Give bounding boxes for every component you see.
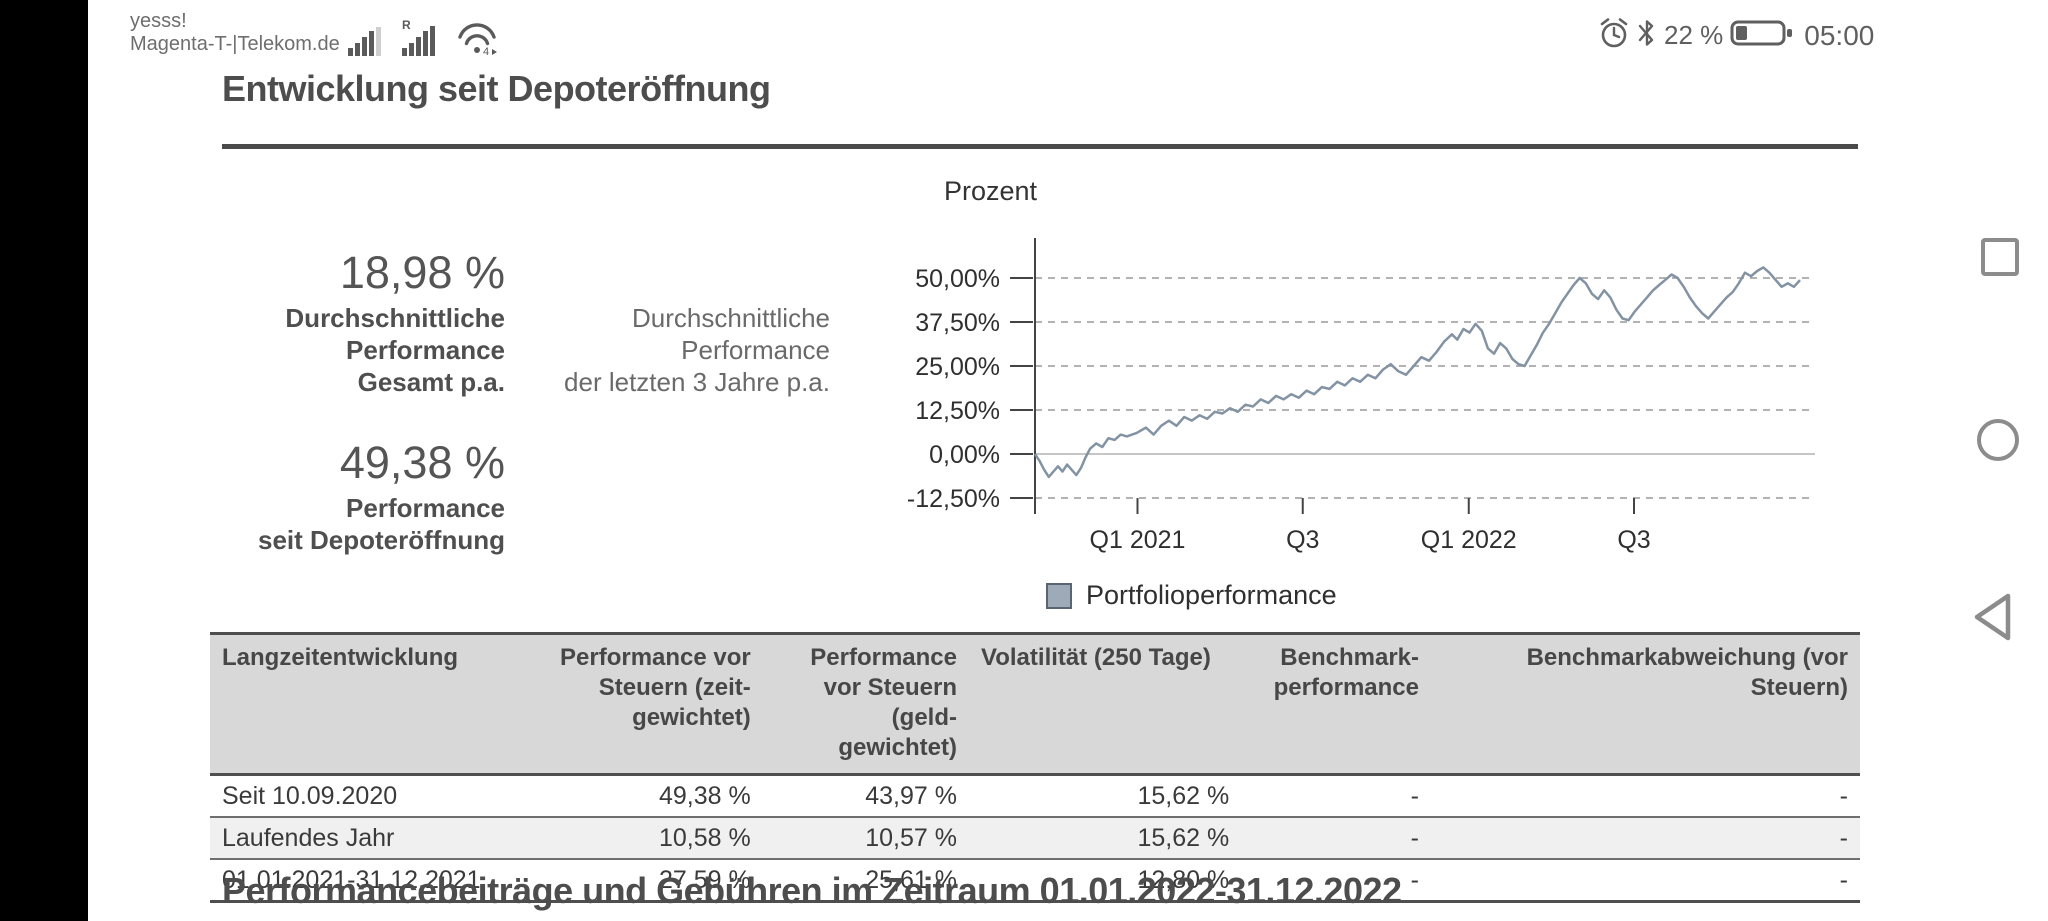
- label-line: seit Depoteröffnung: [258, 525, 505, 555]
- row-value: 12,80 %: [1137, 866, 1230, 894]
- svg-text:4: 4: [483, 46, 489, 58]
- alarm-icon: [1598, 16, 1630, 55]
- row-value: -: [1839, 824, 1848, 852]
- label-line: Performance: [346, 493, 505, 523]
- wifi-icon: 4: [456, 22, 500, 63]
- row-value: 43,97 %: [865, 782, 957, 810]
- recents-button-icon[interactable]: [1981, 238, 2019, 276]
- row-value: 15,62 %: [1137, 782, 1230, 810]
- total-performance-label: Performance seit Depoteröffnung: [152, 492, 505, 556]
- clock-time: 05:00: [1804, 19, 1875, 51]
- table-row: 01.01.2021-31.12.2021 27,59 % 25,61 % 12,80…: [210, 859, 1860, 902]
- x-tick-label: Q1 2022: [1421, 526, 1517, 554]
- col-header: Performance vor Steuern (geld-gewichtet): [762, 633, 969, 775]
- avg-3y-performance-label: Durchschnittliche Performance der letzte…: [500, 302, 830, 398]
- cell-signal-roaming-icon: R: [402, 18, 442, 63]
- col-header: Benchmarkabweichung (vor Steuern): [1431, 633, 1860, 775]
- col-header: Langzeitentwicklung: [210, 633, 540, 775]
- x-tick-label: Q3: [1286, 526, 1319, 554]
- bluetooth-icon: [1637, 17, 1657, 54]
- row-value: 49,38 %: [659, 782, 751, 810]
- label-line: Performance: [681, 335, 830, 365]
- row-value: -: [1839, 782, 1848, 810]
- y-tick-label: -12,50%: [907, 485, 1000, 513]
- row-value: 10,57 %: [865, 824, 957, 852]
- total-performance-value: 49,38 %: [339, 437, 505, 488]
- status-indicators: 22 % 05:00: [1598, 16, 1874, 55]
- battery-icon: [1730, 17, 1794, 54]
- next-section-title: Performancebeiträge und Gebühren im Zeit…: [222, 870, 1402, 911]
- y-tick-label: 25,00%: [915, 353, 1000, 381]
- row-label: 01.01.2021-31.12.2021: [222, 866, 481, 894]
- table-header-row: Langzeitentwicklung Performance vor Steue…: [210, 633, 1860, 775]
- col-header: Benchmark-performance: [1241, 633, 1431, 775]
- back-button-icon[interactable]: [1968, 590, 2016, 649]
- row-value: 25,61 %: [865, 866, 957, 894]
- y-tick-label: 0,00%: [929, 441, 1000, 469]
- long-term-table: Langzeitentwicklung Performance vor Steue…: [210, 632, 1860, 903]
- performance-line: [1033, 266, 1801, 479]
- row-value: 15,62 %: [1137, 824, 1230, 852]
- battery-percent-text: 22 %: [1664, 20, 1724, 50]
- page-title: Entwicklung seit Depoteröffnung: [222, 68, 771, 109]
- performance-chart: 50,00% 37,50% 25,00% 12,50% 0,00% -12,50% Q1 2…: [907, 238, 1815, 554]
- col-header: Volatilität (250 Tage): [969, 633, 1242, 775]
- signal-icons: R 4: [348, 18, 500, 63]
- row-label: Seit 10.09.2020: [222, 782, 398, 810]
- y-tick-label: 37,50%: [915, 309, 1000, 337]
- y-tick-label: 50,00%: [915, 265, 1000, 293]
- label-line: Gesamt p.a.: [357, 367, 505, 397]
- carrier-info: yesss! Magenta-T-|Telekom.de: [130, 10, 340, 56]
- row-value: 10,58 %: [659, 824, 751, 852]
- row-value: 27,59 %: [659, 866, 751, 894]
- avg-performance-value: 18,98 %: [339, 247, 505, 298]
- col-header: Performance vor Steuern (zeit-gewichtet): [540, 633, 763, 775]
- avg-performance-label: Durchschnittliche Performance Gesamt p.a…: [152, 302, 505, 398]
- row-value: -: [1839, 866, 1848, 894]
- summary-stats: 18,98 % Durchschnittliche Performance Ge…: [152, 248, 505, 556]
- row-value: -: [1410, 824, 1419, 852]
- row-value: -: [1410, 782, 1419, 810]
- svg-text:R: R: [402, 18, 411, 32]
- x-tick-label: Q3: [1617, 526, 1650, 554]
- home-button-icon[interactable]: [1977, 419, 2019, 461]
- cell-signal-icon: [348, 24, 388, 63]
- screen-edge-black-bar: [0, 0, 88, 921]
- carrier-line1: yesss!: [130, 10, 187, 32]
- label-line: der letzten 3 Jahre p.a.: [564, 367, 830, 397]
- legend-label: Portfolioperformance: [1086, 580, 1337, 610]
- legend-swatch: [1046, 582, 1072, 609]
- label-line: Durchschnittliche: [285, 303, 505, 333]
- row-value: -: [1410, 866, 1419, 894]
- chart-legend: Portfolioperformance: [1046, 580, 1337, 611]
- row-label: Laufendes Jahr: [222, 824, 395, 852]
- table-row: Seit 10.09.2020 49,38 % 43,97 % 15,62 % - -: [210, 775, 1860, 817]
- x-tick-label: Q1 2021: [1090, 526, 1186, 554]
- carrier-line2: Magenta-T-|Telekom.de: [130, 33, 340, 55]
- label-line: Performance: [346, 335, 505, 365]
- title-divider: [222, 144, 1858, 149]
- chart-axis-title: Prozent: [944, 176, 1038, 206]
- table-row: Laufendes Jahr 10,58 % 10,57 % 15,62 % - -: [210, 817, 1860, 859]
- y-tick-label: 12,50%: [915, 397, 1000, 425]
- label-line: Durchschnittliche: [632, 303, 830, 333]
